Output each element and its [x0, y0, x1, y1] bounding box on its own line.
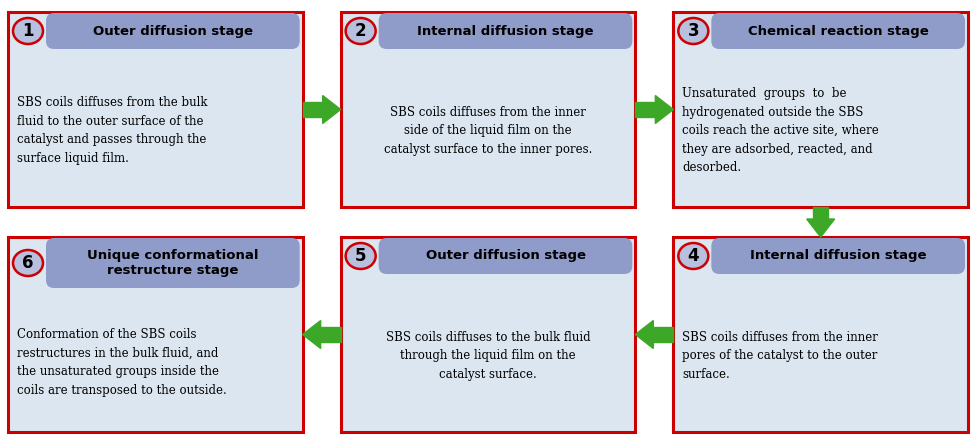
Ellipse shape — [13, 18, 43, 44]
Text: SBS coils diffuses from the inner
pores of the catalyst to the outer
surface.: SBS coils diffuses from the inner pores … — [682, 330, 878, 381]
FancyBboxPatch shape — [379, 238, 632, 274]
Polygon shape — [807, 219, 834, 237]
Text: 2: 2 — [355, 22, 366, 40]
Bar — [303, 102, 323, 117]
Polygon shape — [655, 95, 673, 123]
FancyBboxPatch shape — [8, 237, 303, 432]
Text: Internal diffusion stage: Internal diffusion stage — [750, 250, 926, 262]
Bar — [321, 327, 341, 342]
FancyBboxPatch shape — [46, 13, 300, 49]
Text: 1: 1 — [22, 22, 34, 40]
Polygon shape — [323, 95, 341, 123]
Text: Outer diffusion stage: Outer diffusion stage — [93, 24, 253, 37]
Text: 5: 5 — [355, 247, 366, 265]
Text: SBS coils diffuses to the bulk fluid
through the liquid film on the
catalyst sur: SBS coils diffuses to the bulk fluid thr… — [386, 330, 590, 381]
FancyBboxPatch shape — [341, 12, 635, 207]
Text: Unsaturated  groups  to  be
hydrogenated outside the SBS
coils reach the active : Unsaturated groups to be hydrogenated ou… — [682, 87, 879, 174]
FancyBboxPatch shape — [712, 238, 965, 274]
Text: Outer diffusion stage: Outer diffusion stage — [426, 250, 586, 262]
Text: 4: 4 — [687, 247, 699, 265]
FancyBboxPatch shape — [379, 13, 632, 49]
Ellipse shape — [346, 18, 376, 44]
FancyBboxPatch shape — [341, 237, 635, 432]
Ellipse shape — [678, 243, 709, 269]
FancyBboxPatch shape — [673, 237, 968, 432]
Text: Chemical reaction stage: Chemical reaction stage — [748, 24, 928, 37]
Polygon shape — [303, 321, 321, 349]
Polygon shape — [635, 321, 653, 349]
Ellipse shape — [678, 18, 709, 44]
Text: SBS coils diffuses from the bulk
fluid to the outer surface of the
catalyst and : SBS coils diffuses from the bulk fluid t… — [17, 96, 208, 165]
Text: Conformation of the SBS coils
restructures in the bulk fluid, and
the unsaturate: Conformation of the SBS coils restructur… — [17, 328, 226, 397]
Bar — [653, 327, 673, 342]
Text: Internal diffusion stage: Internal diffusion stage — [418, 24, 593, 37]
Ellipse shape — [346, 243, 376, 269]
FancyBboxPatch shape — [46, 238, 300, 288]
Text: SBS coils diffuses from the inner
side of the liquid film on the
catalyst surfac: SBS coils diffuses from the inner side o… — [384, 106, 592, 155]
Text: 6: 6 — [22, 254, 34, 272]
Text: Unique conformational
restructure stage: Unique conformational restructure stage — [87, 249, 259, 277]
FancyBboxPatch shape — [8, 12, 303, 207]
Ellipse shape — [13, 250, 43, 276]
Text: 3: 3 — [687, 22, 699, 40]
Bar — [635, 102, 655, 117]
FancyBboxPatch shape — [673, 12, 968, 207]
Bar — [813, 207, 829, 219]
FancyBboxPatch shape — [712, 13, 965, 49]
